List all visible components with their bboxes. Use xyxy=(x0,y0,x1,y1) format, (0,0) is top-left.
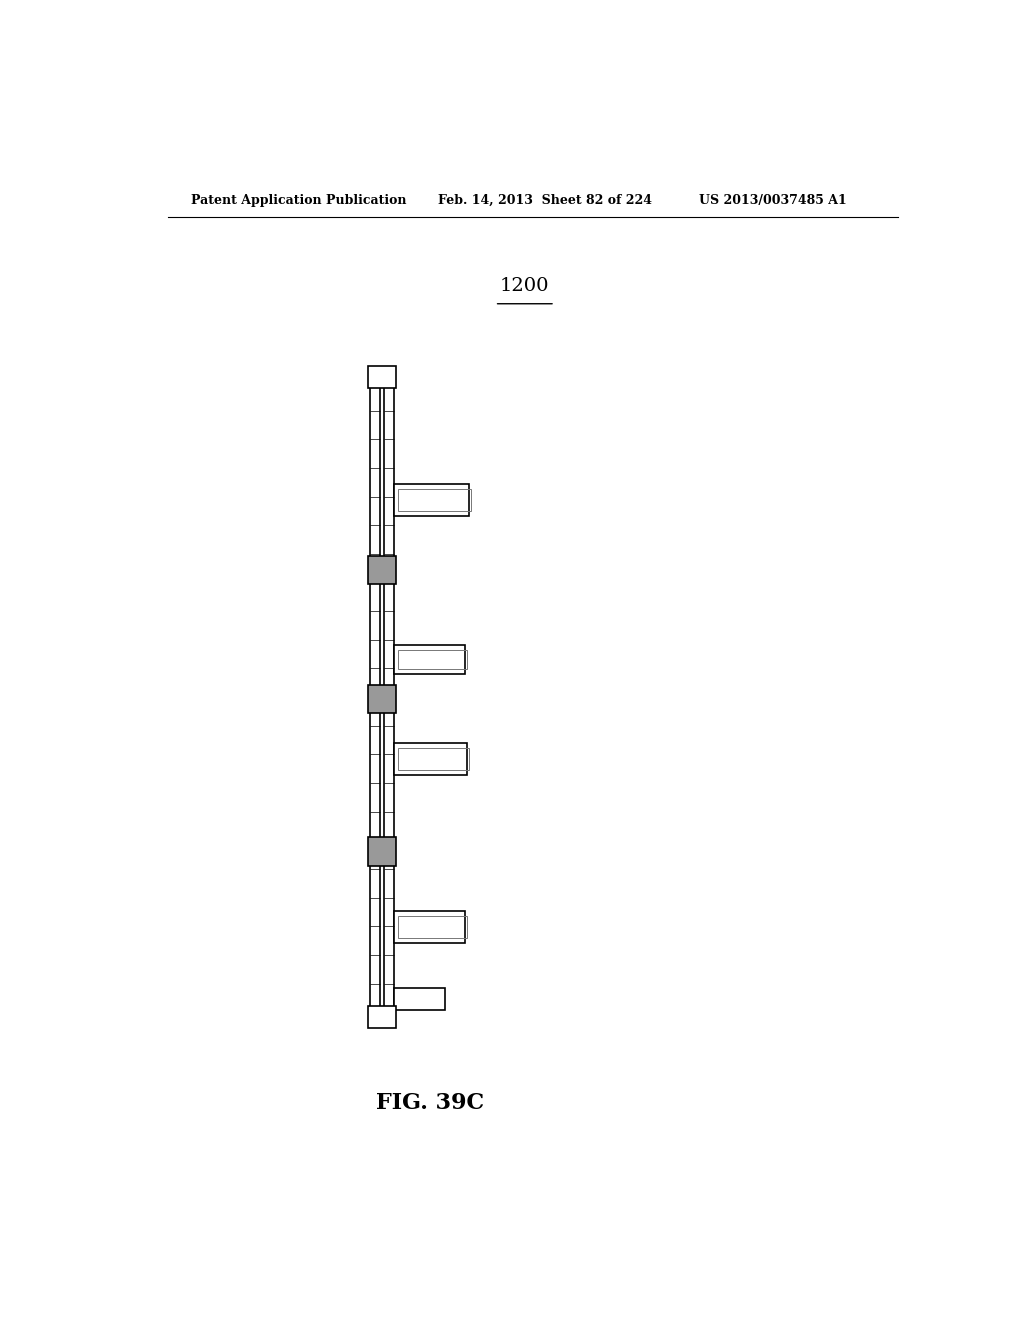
Bar xyxy=(370,381,380,1012)
Bar xyxy=(397,916,467,939)
Bar xyxy=(394,645,465,673)
Bar xyxy=(397,748,469,771)
Bar xyxy=(368,837,396,866)
Bar xyxy=(397,488,471,511)
Bar xyxy=(368,366,396,388)
Text: 1200: 1200 xyxy=(500,276,550,294)
Bar xyxy=(397,651,467,669)
Text: Patent Application Publication: Patent Application Publication xyxy=(191,194,407,207)
Bar xyxy=(368,685,396,713)
Bar xyxy=(368,1006,396,1028)
Bar xyxy=(394,987,445,1010)
Bar xyxy=(384,381,394,1012)
Text: Feb. 14, 2013  Sheet 82 of 224: Feb. 14, 2013 Sheet 82 of 224 xyxy=(437,194,651,207)
Text: FIG. 39C: FIG. 39C xyxy=(376,1092,483,1114)
Bar xyxy=(394,743,467,775)
Bar xyxy=(394,483,469,516)
Bar xyxy=(394,911,465,942)
Text: US 2013/0037485 A1: US 2013/0037485 A1 xyxy=(699,194,847,207)
Bar xyxy=(368,556,396,585)
